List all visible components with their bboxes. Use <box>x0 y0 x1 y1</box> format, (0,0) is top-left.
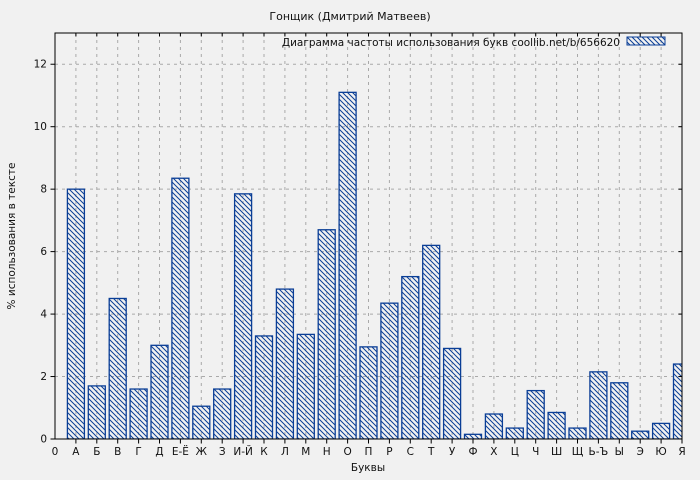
bar-Б <box>87 385 106 439</box>
bar-И-Й <box>233 193 253 439</box>
x-tick-label: С <box>407 446 414 458</box>
x-tick-label: Щ <box>572 446 584 458</box>
x-tick-label: О <box>343 446 351 458</box>
x-tick-label: Х <box>490 446 497 458</box>
y-tick-label: 10 <box>34 121 47 133</box>
bar-Ш <box>547 411 566 439</box>
bar-М <box>296 333 315 439</box>
bar-Ц <box>505 427 524 439</box>
x-tick-label: П <box>365 446 373 458</box>
x-tick-label: Ю <box>655 446 666 458</box>
x-origin-label: 0 <box>52 446 59 458</box>
x-tick-label: Ф <box>468 446 477 458</box>
bar-О <box>338 91 357 439</box>
x-tick-label: З <box>219 446 226 458</box>
y-tick-label: 12 <box>34 59 47 71</box>
chart-title: Гонщик (Дмитрий Матвеев) <box>269 10 430 23</box>
x-axis-label: Буквы <box>351 462 385 474</box>
bar-Х <box>484 413 504 439</box>
bar-Я <box>672 363 682 439</box>
axis-ticks <box>50 33 683 444</box>
y-axis-label: % использования в тексте <box>6 163 18 310</box>
bar-Ю <box>651 422 671 439</box>
x-tick-label: М <box>301 446 310 458</box>
x-tick-label: Т <box>427 446 435 458</box>
x-tick-label: Л <box>281 446 289 458</box>
y-tick-label: 8 <box>40 184 47 196</box>
bar-Т <box>422 244 441 439</box>
x-tick-label: Ж <box>196 446 208 458</box>
x-tick-label: Ц <box>511 446 519 458</box>
bar-Ь-Ъ <box>589 371 608 439</box>
x-tick-label: К <box>260 446 268 458</box>
y-tick-label: 0 <box>40 434 47 446</box>
bar-Д <box>150 344 169 439</box>
legend-swatch-icon <box>626 36 666 46</box>
bar-С <box>401 275 420 439</box>
bar-В <box>108 297 127 439</box>
bar-Ф <box>463 433 483 439</box>
x-tick-label: В <box>114 446 121 458</box>
x-tick-label: Ш <box>551 446 562 458</box>
x-tick-label: Б <box>93 446 100 458</box>
bar-Н <box>317 229 336 439</box>
bar-Ж <box>192 405 211 439</box>
legend-label: Диаграмма частоты использования букв coo… <box>282 37 620 49</box>
x-tick-label: Д <box>155 446 163 458</box>
bar-Л <box>275 288 295 439</box>
y-tick-label: 2 <box>40 371 47 383</box>
x-tick-label: Я <box>678 446 685 458</box>
x-tick-label: Р <box>386 446 392 458</box>
bar-Э <box>631 430 650 439</box>
bar-Г <box>129 388 148 439</box>
x-tick-label: Ч <box>532 446 539 458</box>
y-tick-label: 6 <box>40 246 47 258</box>
bar-П <box>359 346 378 439</box>
x-tick-label: Н <box>323 446 331 458</box>
bar-Ч <box>526 389 545 439</box>
x-tick-label: Ь-Ъ <box>589 446 609 458</box>
y-tick-label: 4 <box>40 309 47 321</box>
x-tick-label: Г <box>135 446 141 458</box>
bar-У <box>442 347 462 439</box>
bars <box>66 91 682 439</box>
x-tick-label: Е-Ё <box>172 445 189 458</box>
x-tick-label: Э <box>637 446 644 458</box>
x-tick-label: А <box>72 446 80 458</box>
bar-Е-Ё <box>171 177 190 439</box>
x-tick-label: У <box>449 446 456 458</box>
bar-Р <box>380 302 399 439</box>
bar-Ы <box>610 382 629 439</box>
bar-А <box>66 188 86 439</box>
bar-Щ <box>568 427 587 439</box>
x-tick-label: И-Й <box>233 445 253 458</box>
bar-З <box>213 388 232 439</box>
bar-К <box>254 335 274 439</box>
x-tick-label: Ы <box>615 446 624 458</box>
tick-labels: 0 2 4 6 8 10 12 0 А Б В Г Д Е-Ё Ж З И-Й К Л М Н О П Р С Т У Ф Х Ц Ч Ш Щ Ь… <box>34 59 686 458</box>
